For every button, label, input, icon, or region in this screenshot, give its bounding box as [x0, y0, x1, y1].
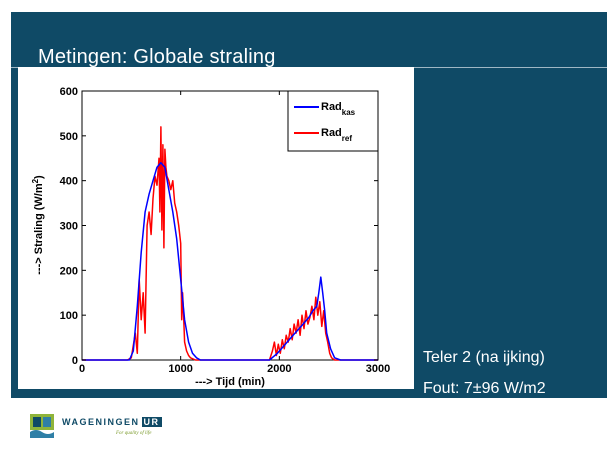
series-line-ref: [82, 126, 378, 361]
y-tick-label: 100: [60, 310, 78, 322]
plot-panel: 0 1000 2000 3000 0 100 200 300 400 500 600 Radkas …: [18, 67, 414, 389]
y-tick-label: 600: [60, 86, 78, 98]
y-axis-label: ---> Straling (W/m2): [31, 175, 45, 275]
calibration-note: Teler 2 (na ijking): [423, 349, 545, 366]
y-tick-label: 400: [60, 176, 78, 188]
x-axis-label: ---> Tijd (min): [195, 376, 265, 388]
x-tick-label: 1000: [168, 363, 192, 375]
x-tick-label: 0: [79, 363, 85, 375]
legend-label-ref: Radref: [321, 127, 352, 143]
wageningen-logo: WAGENINGEN UR For quality of life: [30, 410, 230, 440]
y-tick-label: 200: [60, 265, 78, 277]
radiation-chart: 0 1000 2000 3000 0 100 200 300 400 500 600 Radkas …: [31, 86, 390, 388]
x-tick-label: 3000: [366, 363, 390, 375]
y-tick-label: 0: [72, 355, 78, 367]
logo-word: WAGENINGEN UR: [62, 417, 162, 427]
slide-title: Metingen: Globale straling: [38, 46, 276, 68]
logo-mark-icon: [30, 414, 54, 438]
logo-tagline: For quality of life: [116, 431, 152, 436]
series-line-kas: [82, 161, 378, 361]
legend-box: [287, 90, 379, 152]
x-tick-label: 2000: [267, 363, 291, 375]
legend: Radkas Radref: [287, 90, 379, 152]
legend-label-kas: Radkas: [321, 101, 356, 117]
error-note: Fout: 7±96 W/m2: [423, 380, 546, 397]
y-tick-label: 300: [60, 221, 78, 233]
y-tick-label: 500: [60, 131, 78, 143]
